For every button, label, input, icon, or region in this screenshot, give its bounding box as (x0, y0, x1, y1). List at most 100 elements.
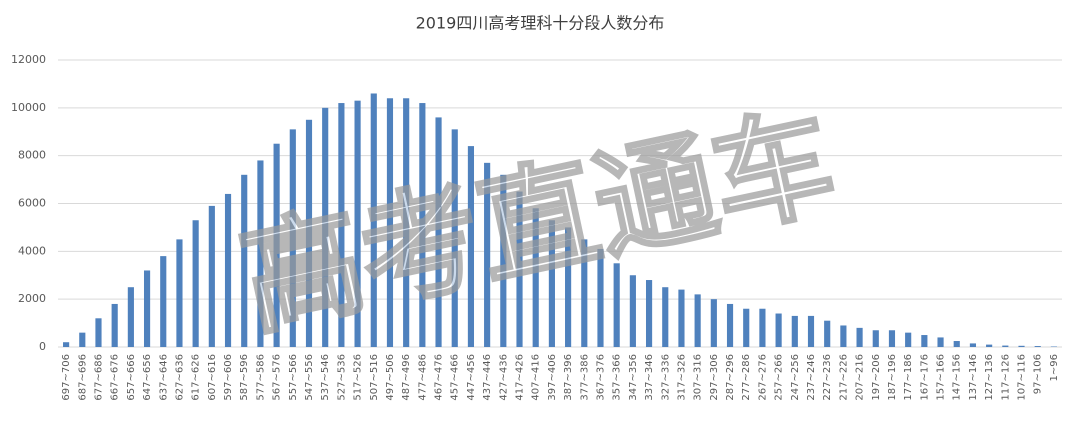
bar (726, 303, 734, 347)
bar (160, 256, 167, 347)
bar (678, 289, 685, 347)
x-tick-label: 507~516 (369, 354, 380, 401)
x-tick-label: 167~176 (919, 354, 930, 401)
bar (759, 308, 766, 347)
bar (322, 107, 329, 347)
bar (176, 239, 183, 347)
x-tick-label: 607~616 (207, 354, 218, 401)
x-tick-label: 617~626 (191, 354, 202, 401)
x-tick-label: 367~376 (595, 354, 606, 401)
bar (95, 318, 102, 347)
x-tick-label: 417~426 (515, 354, 526, 401)
x-tick-label: 687~696 (77, 354, 88, 401)
x-tick-label: 447~456 (466, 354, 477, 401)
bar (257, 160, 264, 347)
x-tick-label: 1~96 (1049, 354, 1060, 381)
y-tick-label: 2000 (18, 292, 46, 305)
x-tick-label: 97~106 (1033, 354, 1044, 394)
x-tick-label: 487~496 (401, 354, 412, 401)
bar (111, 303, 118, 347)
x-tick-label: 387~396 (563, 354, 574, 401)
x-tick-label: 327~336 (660, 354, 671, 401)
bar (824, 320, 831, 347)
bar (905, 332, 912, 347)
x-tick-label: 647~656 (142, 354, 153, 401)
y-tick-label: 8000 (18, 149, 46, 162)
bar (516, 191, 523, 347)
bar (435, 117, 442, 348)
x-tick-label: 147~156 (952, 354, 963, 401)
x-tick-label: 347~356 (628, 354, 639, 401)
y-tick-label: 10000 (11, 101, 46, 114)
x-tick-label: 627~636 (174, 354, 185, 401)
x-tick-label: 397~406 (547, 354, 558, 401)
x-tick-label: 137~146 (968, 354, 979, 401)
bar (370, 93, 377, 347)
x-tick-label: 257~266 (774, 354, 785, 401)
bar (451, 129, 458, 347)
x-tick-label: 697~706 (61, 354, 72, 401)
x-tick-label: 337~346 (644, 354, 655, 401)
bar (1034, 346, 1041, 347)
x-tick-label: 547~556 (304, 354, 315, 401)
x-tick-label: 117~126 (1000, 354, 1011, 401)
bar (208, 205, 215, 347)
bar (63, 342, 70, 347)
bar (354, 100, 361, 348)
x-tick-label: 297~306 (709, 354, 720, 401)
bar (79, 332, 86, 347)
x-tick-label: 557~566 (288, 354, 299, 401)
bar (289, 129, 296, 347)
bar (127, 287, 134, 347)
x-tick-label: 407~416 (531, 354, 542, 401)
x-tick-label: 587~596 (239, 354, 250, 401)
bar (532, 208, 539, 347)
bar (613, 263, 620, 347)
bar (710, 299, 717, 347)
bar (694, 294, 701, 347)
bar (1018, 345, 1025, 347)
y-tick-label: 12000 (11, 53, 46, 66)
bar (241, 174, 248, 347)
bar (565, 227, 572, 347)
x-tick-label: 157~166 (936, 354, 947, 401)
x-tick-label: 237~246 (806, 354, 817, 401)
y-tick-label: 0 (39, 340, 46, 353)
x-tick-label: 437~446 (482, 354, 493, 401)
bar (1002, 345, 1009, 347)
x-tick-label: 517~526 (353, 354, 364, 401)
x-tick-label: 667~676 (110, 354, 121, 401)
x-tick-label: 467~476 (434, 354, 445, 401)
bar (888, 330, 896, 347)
x-tick-label: 637~646 (158, 354, 169, 401)
bar (775, 313, 782, 347)
bar (662, 287, 669, 347)
x-tick-label: 357~366 (612, 354, 623, 401)
x-tick-label: 657~666 (126, 354, 137, 401)
x-tick-label: 677~686 (93, 354, 104, 401)
x-tick-label: 267~276 (757, 354, 768, 401)
bar (305, 119, 313, 348)
bar (872, 330, 879, 347)
bar (192, 220, 199, 347)
x-tick-label: 277~286 (741, 354, 752, 401)
x-tick-label: 127~136 (984, 354, 995, 401)
bar (338, 103, 345, 347)
y-tick-label: 6000 (18, 197, 46, 210)
bar (743, 308, 750, 347)
bar (581, 239, 588, 347)
x-tick-label: 227~236 (822, 354, 833, 401)
bar (484, 162, 491, 347)
bar (807, 315, 815, 347)
x-tick-label: 207~216 (855, 354, 866, 401)
x-tick-label: 287~296 (725, 354, 736, 401)
bar (629, 275, 636, 347)
bar (921, 335, 928, 347)
bar (403, 98, 410, 348)
x-tick-label: 577~586 (255, 354, 266, 401)
x-tick-label: 217~226 (838, 354, 849, 401)
bar (548, 220, 555, 347)
x-tick-label: 597~606 (223, 354, 234, 401)
x-tick-label: 307~316 (693, 354, 704, 401)
